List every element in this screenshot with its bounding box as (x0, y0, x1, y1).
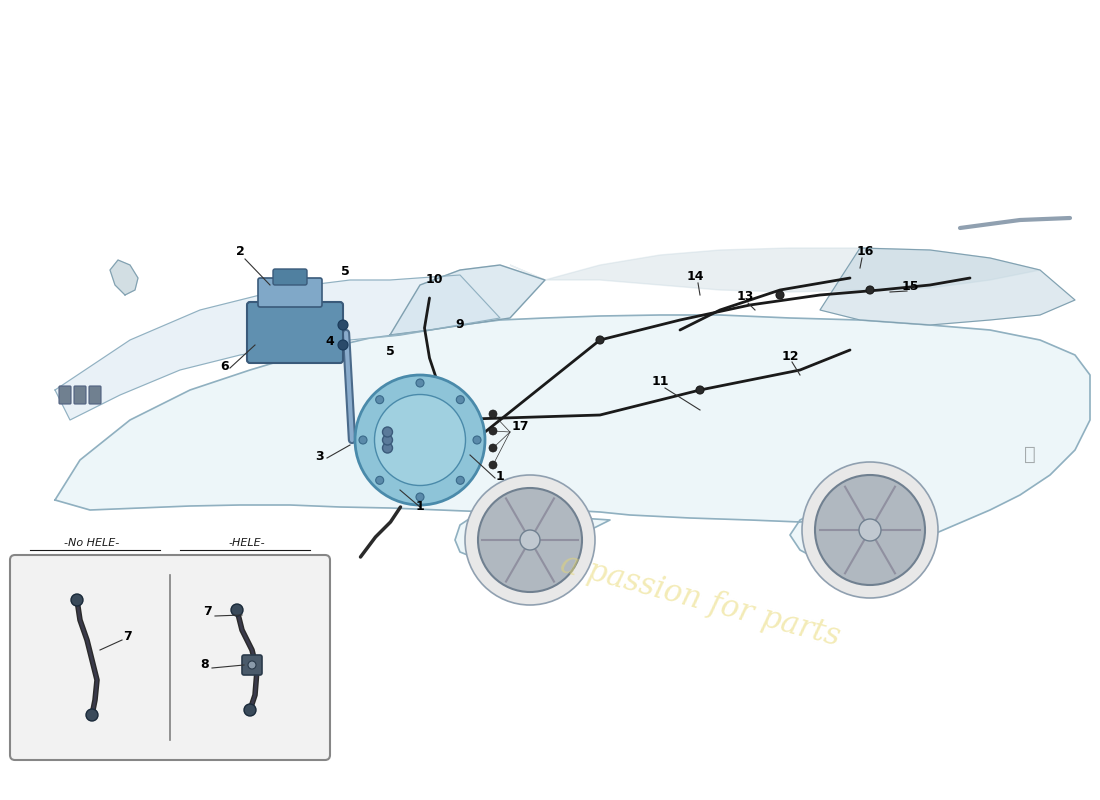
Circle shape (355, 375, 485, 505)
Circle shape (456, 476, 464, 484)
Circle shape (465, 475, 595, 605)
Circle shape (490, 410, 497, 418)
Circle shape (383, 435, 393, 445)
Circle shape (776, 291, 784, 299)
Circle shape (416, 493, 424, 501)
Text: 16: 16 (856, 245, 873, 258)
FancyBboxPatch shape (10, 555, 330, 760)
Circle shape (86, 709, 98, 721)
Circle shape (338, 340, 348, 350)
Text: 12: 12 (781, 350, 799, 363)
Circle shape (376, 396, 384, 404)
Circle shape (815, 475, 925, 585)
Circle shape (520, 530, 540, 550)
Circle shape (490, 461, 497, 469)
Circle shape (859, 519, 881, 541)
Text: 11: 11 (651, 375, 669, 388)
Text: 7: 7 (122, 630, 131, 643)
Circle shape (231, 604, 243, 616)
Circle shape (696, 386, 704, 394)
Polygon shape (820, 248, 1075, 325)
Text: 10: 10 (426, 273, 443, 286)
Circle shape (383, 443, 393, 453)
Text: a passion for parts: a passion for parts (557, 548, 844, 652)
Text: 13: 13 (736, 290, 754, 303)
Text: 15: 15 (901, 280, 918, 293)
Circle shape (338, 320, 348, 330)
Circle shape (72, 594, 82, 606)
FancyBboxPatch shape (258, 278, 322, 307)
Circle shape (802, 462, 938, 598)
Text: 3: 3 (316, 450, 324, 463)
Circle shape (490, 427, 497, 435)
Text: -HELE-: -HELE- (229, 538, 265, 548)
Text: 9: 9 (455, 318, 464, 331)
FancyBboxPatch shape (74, 386, 86, 404)
Polygon shape (110, 260, 138, 295)
FancyBboxPatch shape (89, 386, 101, 404)
Polygon shape (390, 265, 544, 335)
Polygon shape (510, 248, 1040, 292)
Circle shape (383, 427, 393, 437)
FancyBboxPatch shape (242, 655, 262, 675)
Circle shape (359, 436, 367, 444)
Text: 2: 2 (235, 245, 244, 258)
Circle shape (596, 336, 604, 344)
Circle shape (416, 379, 424, 387)
Circle shape (376, 476, 384, 484)
Text: 7: 7 (202, 605, 211, 618)
FancyBboxPatch shape (59, 386, 72, 404)
Circle shape (248, 661, 256, 669)
Text: 6: 6 (221, 360, 229, 373)
Circle shape (473, 436, 481, 444)
Circle shape (478, 488, 582, 592)
Text: 4: 4 (326, 335, 334, 348)
Polygon shape (55, 315, 1090, 560)
Text: 5: 5 (341, 265, 350, 278)
Text: 1: 1 (416, 500, 425, 513)
Circle shape (866, 286, 874, 294)
Text: 🐎: 🐎 (1024, 445, 1036, 464)
Circle shape (374, 394, 465, 486)
Polygon shape (55, 275, 501, 420)
Text: 17: 17 (512, 420, 529, 433)
Text: 14: 14 (686, 270, 704, 283)
Text: 5: 5 (386, 345, 395, 358)
Text: 1: 1 (496, 470, 505, 483)
Text: 8: 8 (200, 658, 209, 671)
FancyBboxPatch shape (273, 269, 307, 285)
Circle shape (490, 444, 497, 452)
Text: -No HELE-: -No HELE- (65, 538, 120, 548)
FancyBboxPatch shape (248, 302, 343, 363)
Circle shape (456, 396, 464, 404)
Circle shape (244, 704, 256, 716)
